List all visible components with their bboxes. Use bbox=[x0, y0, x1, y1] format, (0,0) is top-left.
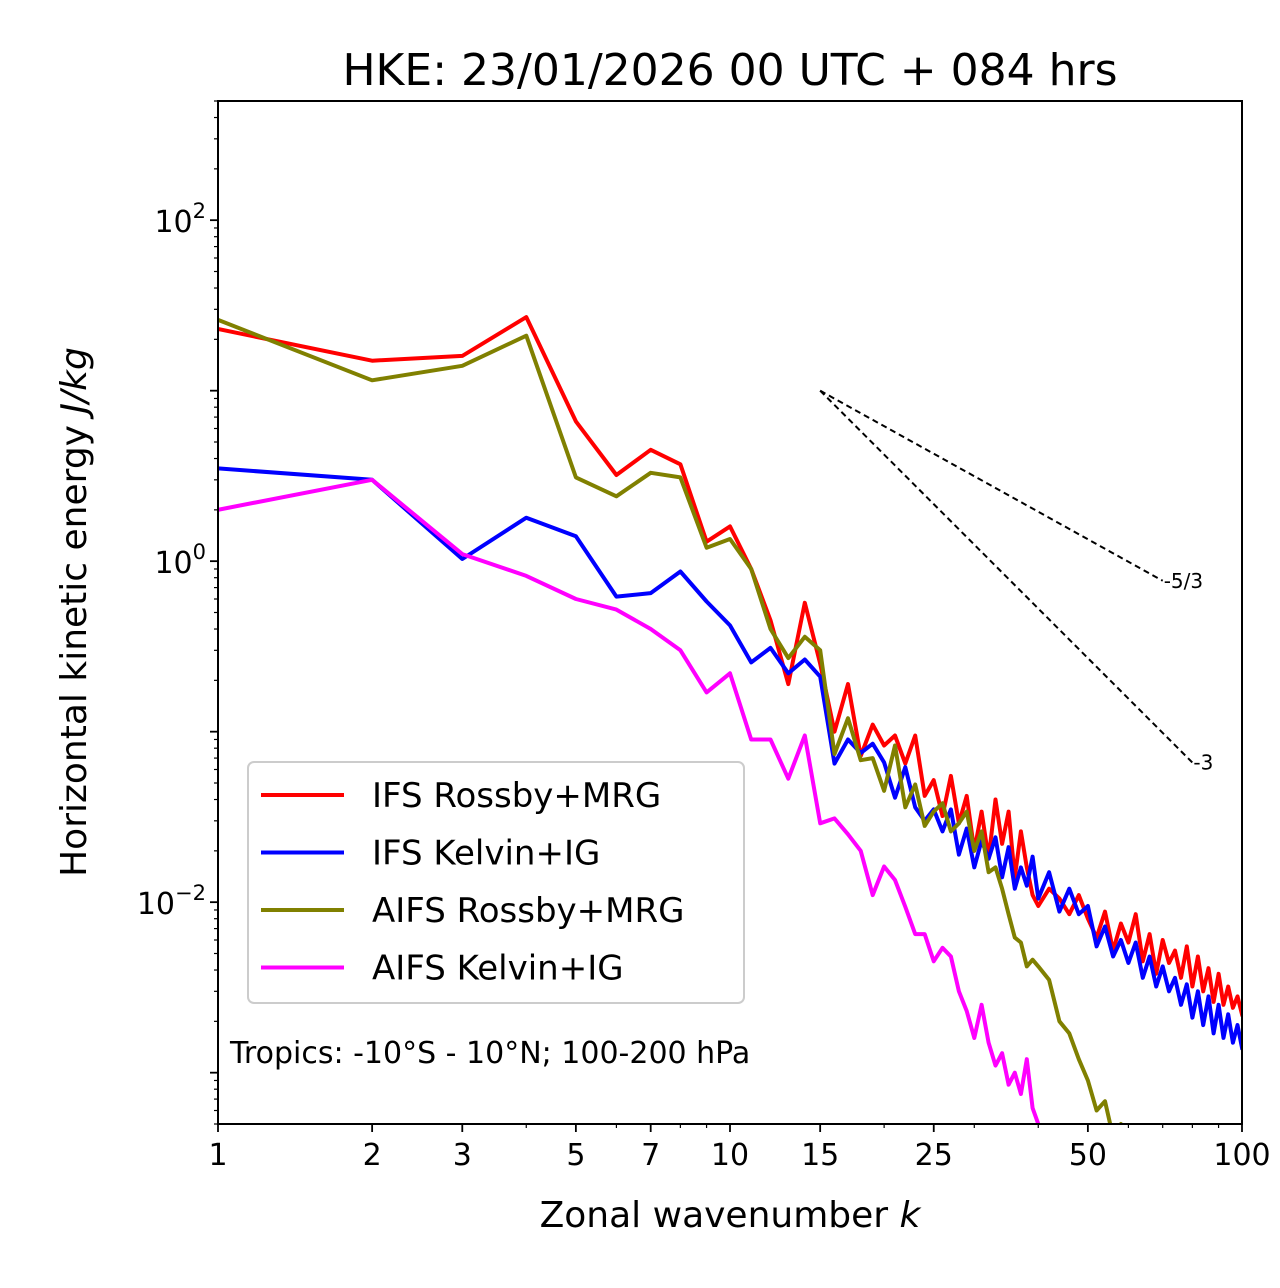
region-annotation: Tropics: -10°S - 10°N; 100-200 hPa bbox=[229, 1036, 750, 1071]
y-tick-label: 10−2 bbox=[137, 881, 206, 922]
reference-slope-line-0 bbox=[819, 389, 1164, 582]
y-tick-label: 100 bbox=[154, 540, 206, 581]
reference-slope-lines bbox=[819, 389, 1194, 764]
y-tick-label: 102 bbox=[154, 199, 206, 240]
x-tick-label: 3 bbox=[453, 1138, 472, 1173]
legend-label-2: AIFS Rossby+MRG bbox=[372, 891, 684, 931]
x-tick-label: 50 bbox=[1069, 1138, 1107, 1173]
legend-label-0: IFS Rossby+MRG bbox=[372, 776, 661, 816]
x-tick-label: 10 bbox=[711, 1138, 749, 1173]
x-axis-title: Zonal wavenumber k bbox=[540, 1195, 923, 1236]
x-axis-ticks: 1 2 3 5 7 10 15 25 50 100 bbox=[208, 1124, 1271, 1173]
y-axis-ticks: 10−2 100 102 bbox=[137, 100, 218, 1125]
series-line-1 bbox=[218, 466, 1242, 1051]
reference-slope-line-1 bbox=[819, 389, 1194, 764]
reference-slope-label-1: -3 bbox=[1193, 751, 1213, 775]
x-tick-label: 15 bbox=[801, 1138, 839, 1173]
chart-title: HKE: 23/01/2026 00 UTC + 084 hrs bbox=[342, 45, 1117, 96]
x-tick-label: 1 bbox=[208, 1138, 227, 1173]
x-tick-label: 25 bbox=[915, 1138, 953, 1173]
x-tick-label: 100 bbox=[1213, 1138, 1270, 1173]
legend-label-3: AIFS Kelvin+IG bbox=[372, 949, 624, 989]
x-tick-label: 5 bbox=[566, 1138, 585, 1173]
series-line-0 bbox=[218, 315, 1242, 1017]
series-lines bbox=[218, 315, 1242, 1124]
reference-slope-label-0: -5/3 bbox=[1164, 569, 1203, 593]
series-line-3 bbox=[218, 477, 1041, 1124]
x-tick-label: 7 bbox=[641, 1138, 660, 1173]
legend: IFS Rossby+MRG IFS Kelvin+IG AIFS Rossby+M… bbox=[247, 761, 745, 1004]
x-tick-label: 2 bbox=[363, 1138, 382, 1173]
legend-box bbox=[247, 761, 745, 1004]
series-line-2 bbox=[218, 317, 1123, 1124]
reference-slope-labels: -5/3 -3 bbox=[1164, 569, 1214, 775]
legend-label-1: IFS Kelvin+IG bbox=[372, 834, 600, 874]
y-axis-title: Horizontal kinetic energy J/kg bbox=[54, 347, 95, 877]
